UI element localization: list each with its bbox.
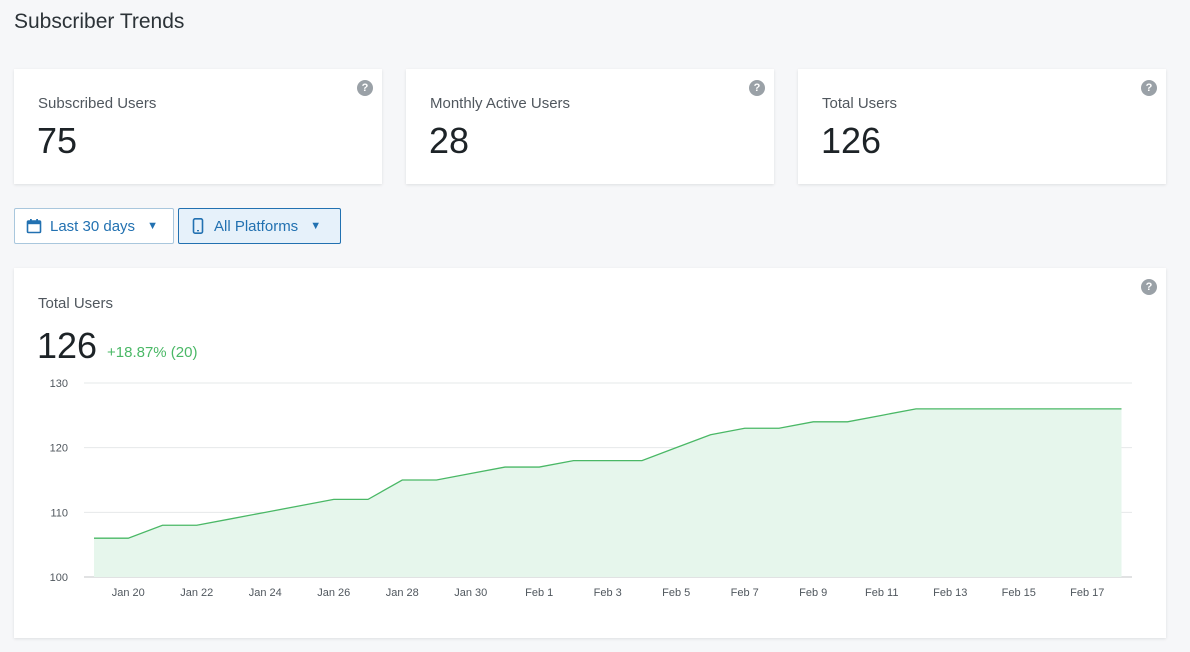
data-point [744,427,746,429]
data-point [470,472,472,474]
y-tick-label: 130 [50,378,68,390]
date-range-label: Last 30 days [50,217,136,235]
data-point [949,408,951,410]
chevron-down-icon: ▼ [147,220,158,232]
y-tick-label: 120 [50,443,68,455]
data-point [1052,408,1054,410]
data-point [196,524,198,526]
x-tick-label: Jan 24 [249,587,282,599]
data-point [367,498,369,500]
x-tick-label: Feb 1 [525,587,553,599]
chart-value: 126 [37,325,98,366]
data-point [915,408,917,410]
data-point [675,446,677,448]
data-point [1018,408,1020,410]
series-line [94,408,1122,539]
mobile-icon [192,218,204,234]
x-tick-label: Jan 26 [317,587,350,599]
page-title: Subscriber Trends [14,10,185,33]
help-icon[interactable]: ? [749,80,765,96]
data-point [709,434,711,436]
data-point [161,524,163,526]
data-point [812,421,814,423]
stat-value: 75 [37,120,78,161]
stat-card-monthly-active-users: Monthly Active Users 28 ? [406,69,774,184]
data-point [983,408,985,410]
stat-label: Monthly Active Users [430,95,571,112]
calendar-icon [26,219,42,234]
x-tick-label: Feb 3 [594,587,622,599]
platform-label: All Platforms [214,217,299,235]
data-point [504,466,506,468]
data-point [1120,408,1122,410]
x-tick-label: Feb 7 [731,587,759,599]
x-tick-label: Feb 11 [865,587,898,599]
stat-value: 126 [821,120,882,161]
x-tick-label: Jan 22 [180,587,213,599]
stat-card-subscribed-users: Subscribed Users 75 ? [14,69,382,184]
data-point [881,414,883,416]
data-point [846,421,848,423]
x-tick-label: Jan 28 [386,587,419,599]
chart-label: Total Users [38,295,114,312]
stat-label: Total Users [822,95,898,112]
x-tick-label: Feb 5 [662,587,690,599]
stat-card-total-users: Total Users 126 ? [798,69,1166,184]
total-users-chart: 100 110 120 130 Jan 20 Jan 22 Jan 24 Jan 26 Jan … [50,378,1132,599]
y-tick-label: 110 [50,507,68,519]
x-tick-label: Feb 15 [1002,587,1036,599]
chevron-down-icon: ▼ [310,220,322,232]
platform-dropdown[interactable]: All Platforms ▼ [178,208,341,244]
x-tick-label: Feb 9 [799,587,827,599]
chart-change-badge: +18.87% (20) [107,344,198,361]
x-tick-label: Feb 17 [1070,587,1104,599]
data-point [435,479,437,481]
x-tick-label: Jan 30 [454,587,487,599]
data-point [127,537,129,539]
stat-label: Subscribed Users [38,95,157,112]
data-point [264,511,266,513]
data-point [572,459,574,461]
data-point [230,518,232,520]
stat-value: 28 [429,120,470,161]
date-range-dropdown[interactable]: Last 30 days ▼ [14,208,174,244]
data-point [538,466,540,468]
help-icon[interactable]: ? [357,80,373,96]
total-users-chart-card: ? Total Users 126 +18.87% (20) 100 110 120… [14,268,1166,638]
data-point [1086,408,1088,410]
data-point [778,427,780,429]
x-tick-label: Feb 13 [933,587,967,599]
data-point [93,537,95,539]
x-tick-label: Jan 20 [112,587,145,599]
data-point [333,498,335,500]
help-icon[interactable]: ? [1141,80,1157,96]
data-point [607,459,609,461]
data-point [641,459,643,461]
y-tick-label: 100 [50,572,68,584]
data-point [298,505,300,507]
series-area [94,408,1122,577]
data-point [401,479,403,481]
help-icon[interactable]: ? [1141,279,1157,295]
